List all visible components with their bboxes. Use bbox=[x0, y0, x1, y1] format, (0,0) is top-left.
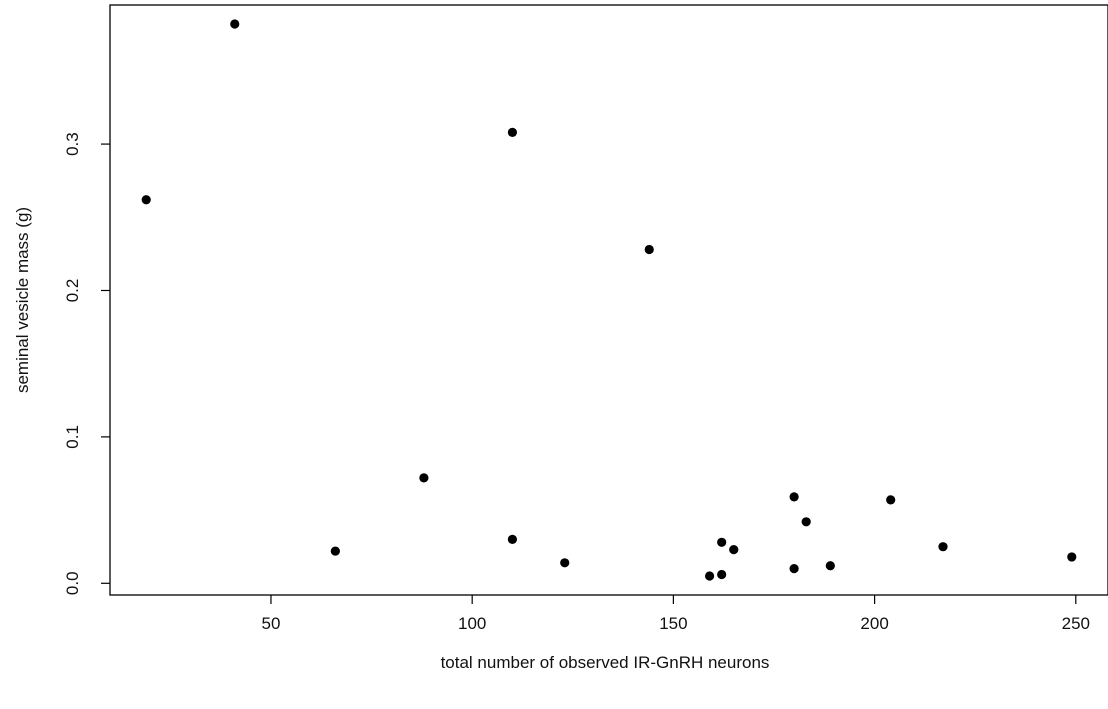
x-tick-label: 150 bbox=[659, 614, 687, 633]
y-tick-label: 0.2 bbox=[63, 279, 82, 303]
data-point bbox=[729, 545, 739, 555]
x-tick-label: 250 bbox=[1062, 614, 1090, 633]
data-point bbox=[717, 569, 727, 580]
y-tick-label: 0.0 bbox=[63, 571, 82, 595]
data-point bbox=[705, 571, 715, 581]
data-point bbox=[644, 244, 654, 255]
data-point bbox=[419, 473, 429, 483]
y-tick-label: 0.1 bbox=[63, 425, 82, 449]
data-point bbox=[560, 558, 570, 568]
data-point bbox=[717, 537, 727, 547]
data-points bbox=[141, 19, 1077, 581]
data-point bbox=[801, 517, 811, 527]
data-point bbox=[886, 495, 896, 505]
x-tick-label: 200 bbox=[860, 614, 888, 633]
data-point bbox=[330, 546, 340, 556]
x-tick-label: 100 bbox=[458, 614, 486, 633]
data-point bbox=[141, 195, 151, 205]
data-point bbox=[789, 564, 799, 574]
data-point bbox=[507, 127, 518, 137]
plot-frame bbox=[109, 4, 1108, 596]
data-point bbox=[507, 534, 518, 544]
data-point bbox=[230, 19, 240, 29]
data-point bbox=[938, 542, 948, 552]
x-axis: 50 100 150 200 250 bbox=[262, 595, 1090, 633]
data-point bbox=[825, 561, 835, 571]
data-point bbox=[789, 492, 799, 502]
y-tick-label: 0.3 bbox=[63, 132, 82, 156]
y-axis: 0.0 0.1 0.2 0.3 bbox=[63, 132, 110, 595]
x-axis-label: total number of observed IR-GnRH neurons bbox=[441, 653, 770, 672]
data-point bbox=[1067, 552, 1077, 562]
y-axis-label: seminal vesicle mass (g) bbox=[13, 207, 32, 393]
x-tick-label: 50 bbox=[262, 614, 281, 633]
